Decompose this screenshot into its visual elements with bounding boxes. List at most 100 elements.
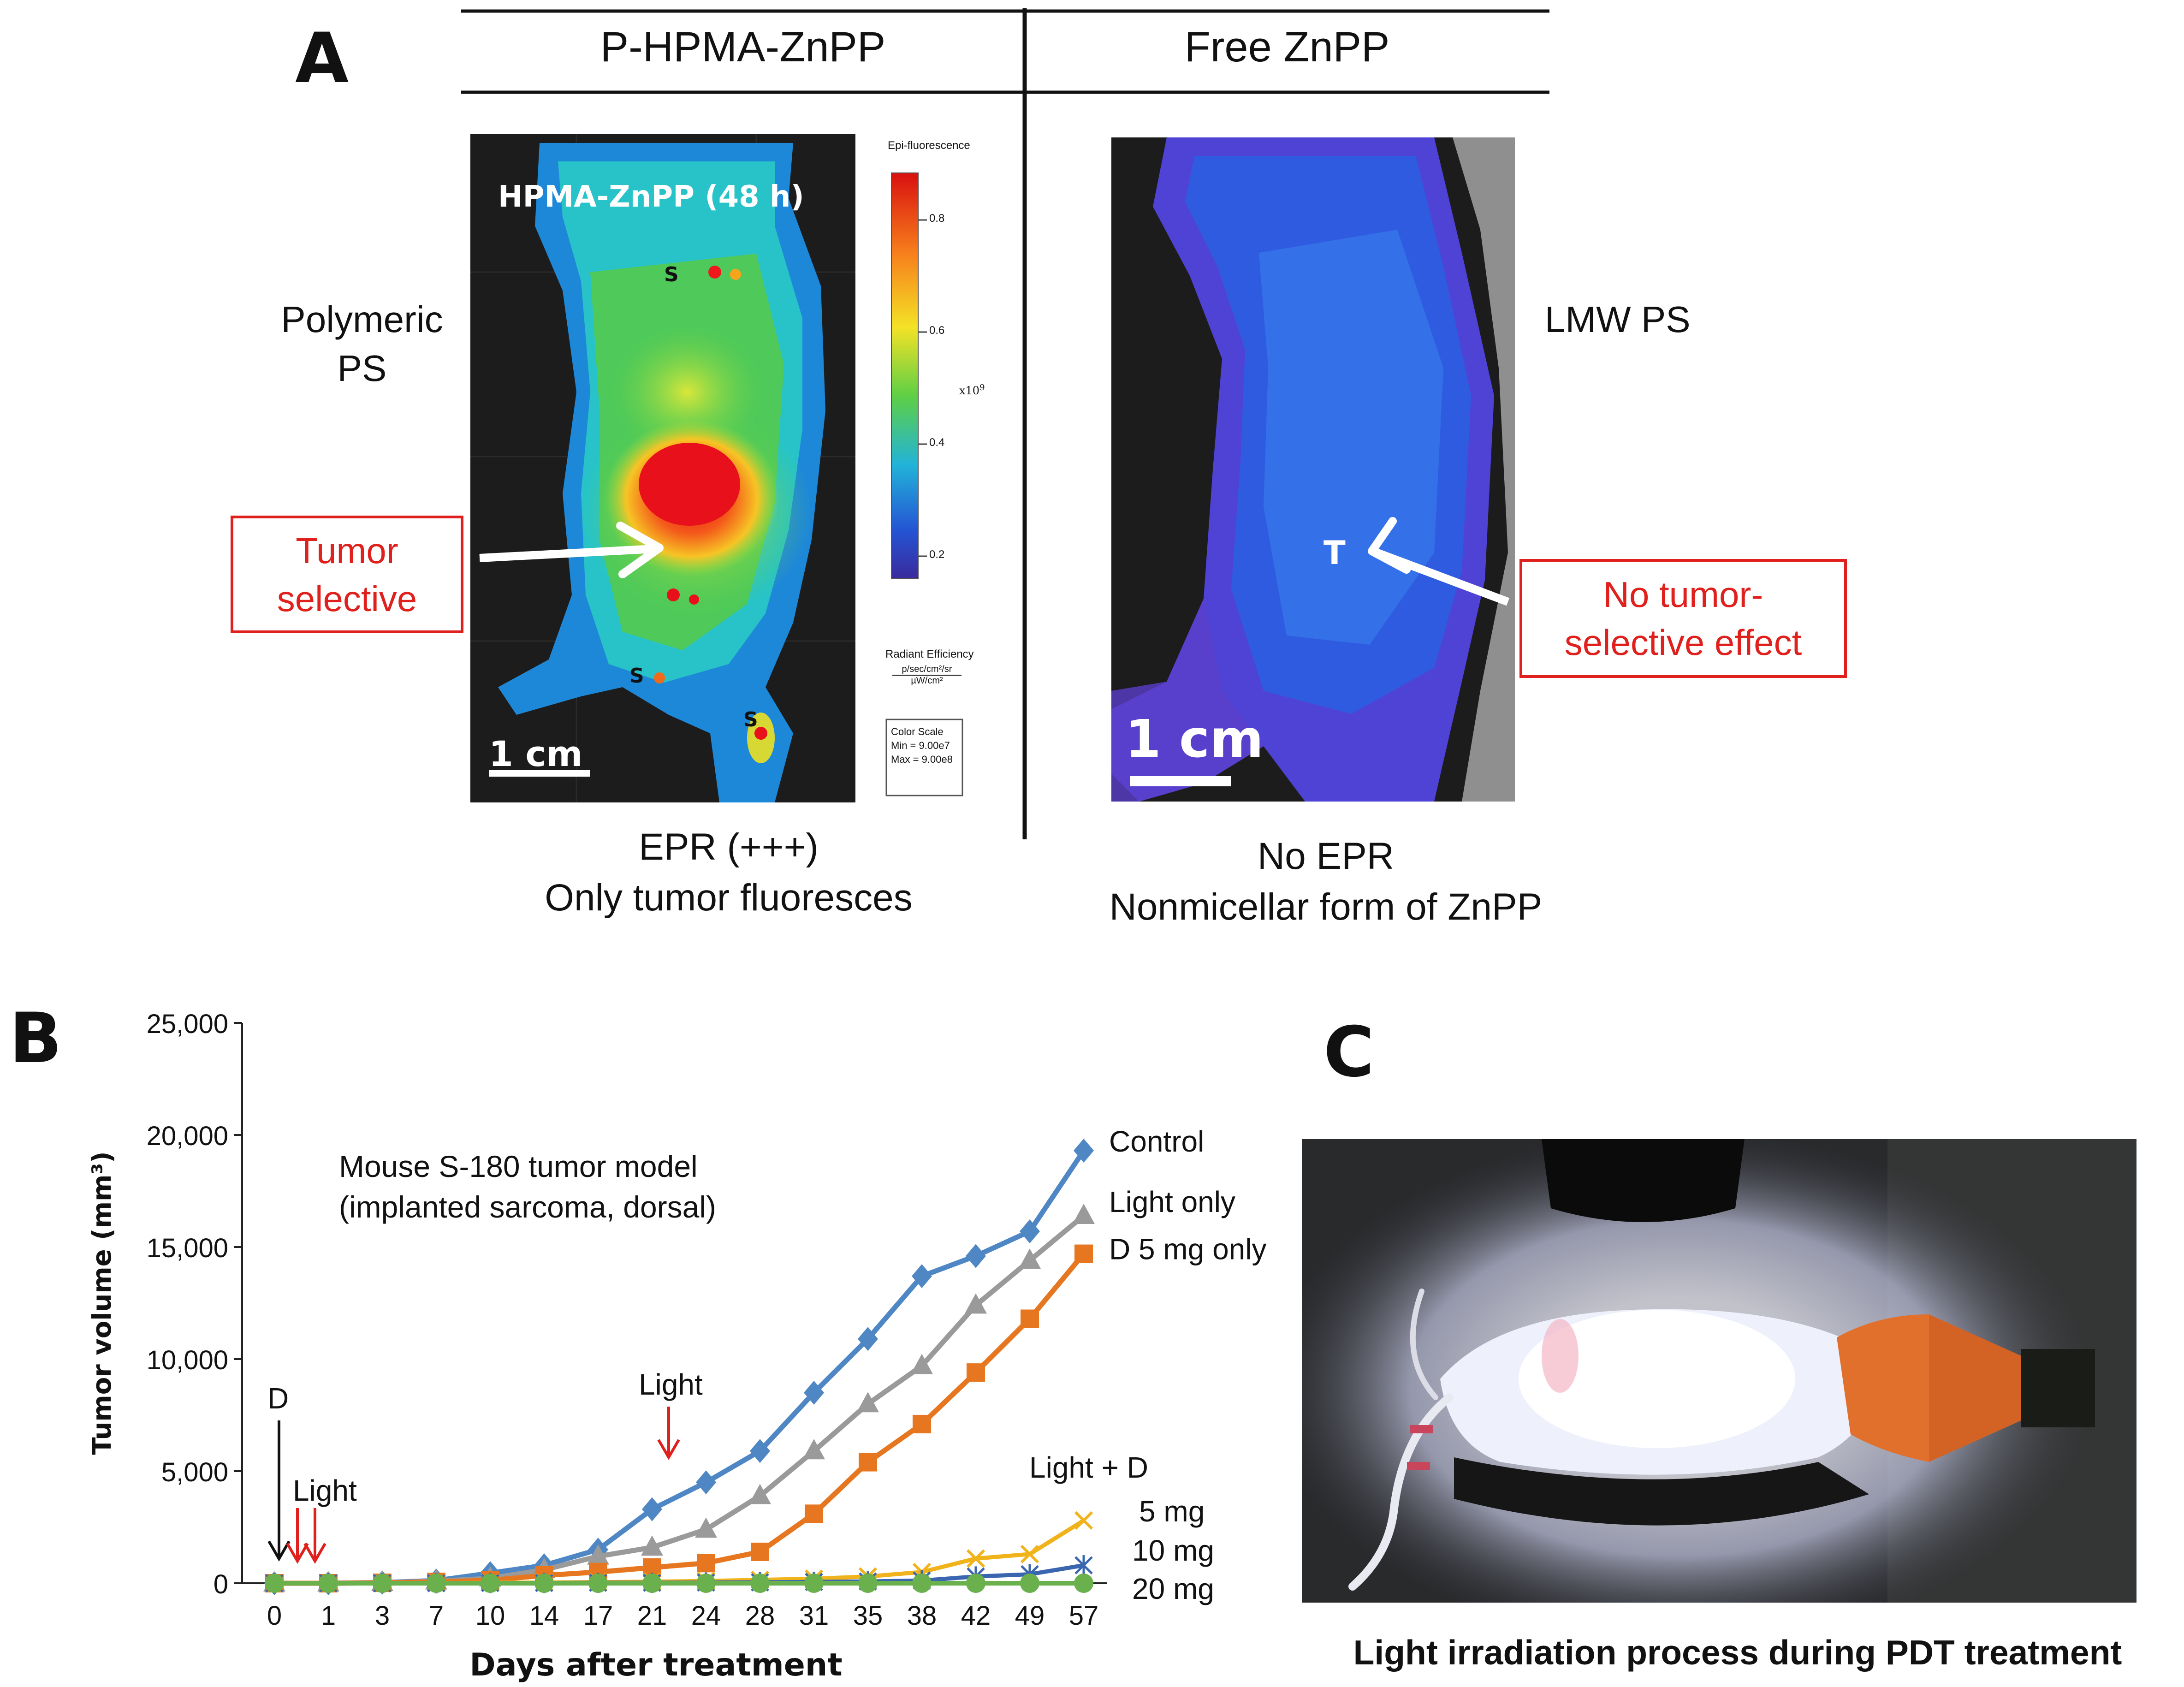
chart-annotation: Mouse S-180 tumor model (implanted sarco… (339, 1149, 716, 1224)
data-point (803, 1439, 825, 1460)
data-point (750, 1574, 770, 1593)
series-label-2: D 5 mg only (1109, 1233, 1266, 1266)
data-point (1020, 1544, 1039, 1563)
data-point (967, 1363, 985, 1382)
legend-tick-06: 0.6 (929, 324, 945, 337)
data-point (804, 1574, 824, 1593)
arrow-label-light-early: Light (293, 1474, 357, 1507)
x-tick-label: 21 (637, 1601, 667, 1631)
fluorescence-image-polymer: HPMA-ZnPP (48 h) S S S 1 cm Epi-fluoresc… (470, 134, 1001, 802)
spot-label-upper: S (664, 263, 679, 286)
arrow-light-1-head (286, 1543, 309, 1564)
series-label-1: Light only (1109, 1185, 1235, 1218)
y-tick-label: 10,000 (147, 1345, 228, 1375)
x-tick-label: 31 (799, 1601, 829, 1631)
x-tick-label: 3 (375, 1601, 390, 1631)
y-tick-label: 5,000 (161, 1457, 228, 1487)
tumor-label-t: T (1323, 534, 1346, 572)
x-tick-label: 24 (691, 1601, 721, 1631)
irradiation-photo (1302, 1139, 2137, 1603)
legend-tick-04: 0.4 (929, 436, 945, 449)
scale-bar-label-right: 1 cm (1125, 709, 1264, 769)
caption-no-epr: No EPR Nonmicellar form of ZnPP (1109, 835, 1543, 928)
series-line-2 (274, 1252, 1086, 1586)
spot-label-mid: S (629, 664, 644, 688)
x-tick-label: 42 (961, 1601, 991, 1631)
data-point (1020, 1219, 1040, 1243)
arrow-light-mid-head (657, 1439, 680, 1460)
data-point (912, 1264, 932, 1289)
fluorescence-image-free: T 1 cm (1111, 137, 1515, 802)
x-tick-label: 17 (583, 1601, 613, 1631)
color-scale-box-text: Color Scale Min = 9.00e7 Max = 9.00e8 (891, 726, 953, 765)
data-point (805, 1504, 823, 1523)
data-point (1019, 1248, 1041, 1269)
x-tick-label: 57 (1069, 1601, 1099, 1631)
legend-tick-02: 0.2 (929, 548, 945, 561)
label-dose-5mg: 5 mg (1139, 1495, 1205, 1528)
y-tick-label: 0 (214, 1569, 228, 1599)
y-tick-label: 15,000 (147, 1233, 228, 1263)
label-light-plus-d: Light + D (1029, 1451, 1148, 1484)
data-point (750, 1439, 770, 1463)
label-dose-20mg: 20 mg (1132, 1572, 1214, 1605)
series-label-0: Control (1109, 1125, 1204, 1158)
data-point (859, 1453, 877, 1472)
x-tick-label: 38 (907, 1601, 937, 1631)
data-point (481, 1574, 500, 1593)
legend-unit-fraction: p/sec/cm²/sr µW/cm² (892, 664, 961, 686)
data-point (696, 1470, 716, 1495)
legend-tick-08: 0.8 (929, 212, 945, 225)
y-tick-label: 25,000 (147, 1009, 228, 1039)
data-point (857, 1392, 879, 1413)
data-point (804, 1380, 824, 1405)
data-point (588, 1574, 608, 1593)
series-line-3 (274, 1519, 1085, 1586)
data-point (965, 1293, 987, 1314)
data-point (319, 1574, 338, 1593)
data-point (1074, 1511, 1093, 1530)
data-point (265, 1574, 284, 1593)
label-dose-10mg: 10 mg (1132, 1534, 1214, 1567)
callout-no-tumor-selective: No tumor-selective effect (1519, 559, 1847, 678)
panel-c-letter: C (1323, 1012, 1375, 1093)
spot-label-lower: S (743, 708, 758, 731)
x-axis-title: Days after treatment (469, 1647, 842, 1683)
x-tick-label: 7 (429, 1601, 444, 1631)
data-point (642, 1497, 662, 1521)
panel-a-arrows (479, 517, 1510, 606)
data-point (587, 1544, 609, 1565)
data-point (912, 1574, 932, 1593)
y-axis-title: Tumor volume (mm³) (87, 1151, 117, 1455)
legend-unit-title: Radiant Efficiency (885, 648, 974, 660)
data-point (913, 1414, 931, 1433)
arrow-light-2-head (303, 1543, 326, 1564)
col-header-polymer: P-HPMA-ZnPP (600, 24, 886, 71)
tumor-volume-chart: 0 5,000 10,000 15,000 20,000 25,000 0 1 3 7 10 14 17… (87, 1009, 1266, 1683)
x-tick-label: 0 (267, 1601, 282, 1631)
data-point (373, 1574, 392, 1593)
x-tick-label: 28 (745, 1601, 775, 1631)
col-header-free: Free ZnPP (1184, 24, 1390, 71)
scale-bar-label-left: 1 cm (489, 733, 583, 774)
data-point (1073, 1203, 1095, 1224)
side-label-polymeric: Polymeric PS (281, 299, 443, 389)
data-point (1074, 1139, 1094, 1163)
legend-title: Epi-fluorescence (888, 139, 970, 152)
data-point (751, 1542, 769, 1561)
arrow-label-d: D (267, 1382, 289, 1415)
callout-tumor-selective: Tumor selective (231, 516, 463, 633)
x-tick-label: 10 (475, 1601, 505, 1631)
x-tick-label: 35 (853, 1601, 883, 1631)
data-point (911, 1354, 933, 1374)
data-point (966, 1244, 986, 1268)
data-point (642, 1574, 662, 1593)
data-point (966, 1574, 985, 1593)
image-title-hpma: HPMA-ZnPP (48 h) (498, 180, 804, 214)
caption-light-irradiation: Light irradiation process during PDT tre… (1353, 1633, 2122, 1672)
y-tick-label: 20,000 (147, 1121, 228, 1151)
data-point (697, 1554, 715, 1573)
panel-a-table-lines (461, 8, 1549, 839)
data-point (695, 1517, 717, 1538)
arrow-d-head (267, 1540, 291, 1562)
